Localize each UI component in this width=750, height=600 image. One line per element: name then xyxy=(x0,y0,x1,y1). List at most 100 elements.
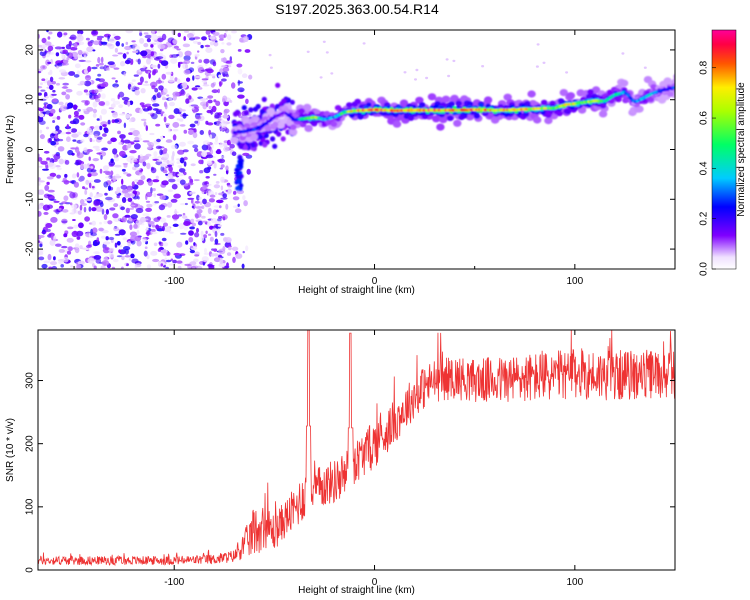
noise-speckle xyxy=(161,225,165,232)
noise-speckle xyxy=(542,61,546,64)
noise-speckle xyxy=(145,125,148,132)
noise-speckle xyxy=(55,243,62,247)
noise-speckle xyxy=(187,182,194,186)
noise-speckle xyxy=(179,203,187,206)
noise-speckle xyxy=(172,121,180,128)
noise-speckle xyxy=(64,173,68,178)
ridge-point xyxy=(289,128,298,136)
noise-speckle xyxy=(187,140,195,145)
noise-speckle xyxy=(113,67,120,70)
noise-speckle xyxy=(213,257,221,263)
noise-speckle xyxy=(179,179,186,185)
noise-speckle xyxy=(91,186,95,189)
noise-speckle xyxy=(98,78,105,83)
noise-speckle xyxy=(170,57,178,64)
noise-speckle xyxy=(178,168,186,173)
noise-speckle xyxy=(146,38,151,43)
noise-speckle xyxy=(225,165,229,171)
noise-speckle xyxy=(49,198,57,201)
noise-speckle xyxy=(39,129,43,134)
noise-speckle xyxy=(123,122,127,129)
noise-speckle xyxy=(43,260,51,264)
colorbar-label: Normalized spectral amplitude xyxy=(736,82,747,217)
noise-speckle xyxy=(87,257,95,264)
noise-speckle xyxy=(45,223,53,228)
ridge-tail xyxy=(238,183,244,188)
noise-speckle xyxy=(182,43,191,48)
noise-speckle xyxy=(151,224,156,228)
noise-speckle xyxy=(63,256,69,263)
noise-speckle xyxy=(155,145,162,150)
noise-speckle xyxy=(193,147,199,153)
noise-speckle xyxy=(93,179,101,183)
noise-speckle xyxy=(102,124,107,128)
noise-speckle xyxy=(187,197,195,200)
noise-speckle xyxy=(88,182,92,189)
x-tick-label: 0 xyxy=(372,577,378,588)
noise-speckle xyxy=(236,63,243,68)
noise-speckle xyxy=(66,250,72,255)
noise-speckle xyxy=(118,249,122,254)
noise-speckle xyxy=(218,262,226,268)
x-tick-label: 0 xyxy=(372,276,378,287)
noise-speckle xyxy=(87,166,91,168)
noise-speckle xyxy=(92,108,98,114)
colorbar-tick-label: 0.0 xyxy=(699,262,710,276)
noise-speckle xyxy=(166,215,171,218)
noise-speckle xyxy=(140,175,146,181)
noise-speckle xyxy=(145,200,151,203)
noise-speckle xyxy=(244,49,251,53)
noise-speckle xyxy=(42,111,46,115)
noise-speckle xyxy=(169,231,174,234)
noise-speckle xyxy=(62,209,69,213)
noise-speckle xyxy=(237,94,245,99)
noise-speckle xyxy=(219,128,224,131)
noise-speckle xyxy=(131,79,136,82)
noise-speckle xyxy=(58,101,64,106)
noise-speckle xyxy=(59,105,67,112)
noise-speckle xyxy=(86,127,92,133)
noise-speckle xyxy=(117,130,121,135)
noise-speckle xyxy=(134,264,138,269)
noise-speckle xyxy=(203,58,210,64)
noise-speckle xyxy=(202,184,208,190)
noise-speckle xyxy=(83,147,88,153)
noise-speckle xyxy=(88,156,91,161)
noise-speckle xyxy=(222,57,227,63)
noise-speckle xyxy=(59,69,67,73)
noise-speckle xyxy=(41,78,46,81)
noise-speckle xyxy=(56,167,62,171)
noise-speckle xyxy=(218,216,223,219)
noise-speckle xyxy=(214,230,218,238)
noise-speckle xyxy=(72,219,76,221)
noise-speckle xyxy=(188,176,192,180)
noise-speckle xyxy=(237,87,245,93)
noise-speckle xyxy=(154,52,158,57)
noise-speckle xyxy=(163,148,168,153)
noise-speckle xyxy=(213,162,217,169)
spectrogram-x-axis-label: Height of straight line (km) xyxy=(298,285,415,296)
noise-speckle xyxy=(127,240,132,247)
noise-speckle xyxy=(47,45,54,52)
noise-speckle xyxy=(43,193,51,199)
noise-speckle xyxy=(215,100,221,107)
y-tick-label: 0 xyxy=(25,567,36,573)
noise-speckle xyxy=(219,167,223,170)
noise-speckle xyxy=(131,181,135,187)
noise-speckle xyxy=(51,81,56,85)
noise-speckle xyxy=(92,49,96,52)
noise-speckle xyxy=(52,120,56,123)
noise-speckle xyxy=(218,248,226,255)
noise-speckle xyxy=(53,256,56,261)
noise-speckle xyxy=(229,143,235,149)
noise-speckle xyxy=(110,103,116,108)
noise-speckle xyxy=(38,157,43,162)
noise-speckle xyxy=(106,67,111,71)
noise-speckle xyxy=(225,74,229,78)
colorbar-ticks: 0.0 0.2 0.4 0.6 0.8 xyxy=(699,60,716,276)
noise-speckle xyxy=(125,41,129,46)
noise-speckle xyxy=(112,33,116,37)
noise-speckle xyxy=(128,118,133,123)
noise-speckle xyxy=(46,103,53,110)
